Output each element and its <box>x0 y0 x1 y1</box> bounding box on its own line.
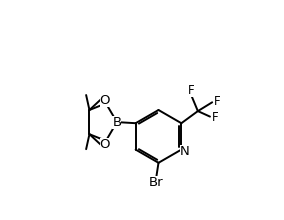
Text: N: N <box>180 145 189 158</box>
Text: F: F <box>188 84 195 97</box>
Text: F: F <box>214 95 220 108</box>
Text: O: O <box>100 138 110 151</box>
Text: Br: Br <box>149 176 164 189</box>
Text: O: O <box>100 94 110 107</box>
Text: B: B <box>112 116 122 129</box>
Text: F: F <box>212 111 218 124</box>
